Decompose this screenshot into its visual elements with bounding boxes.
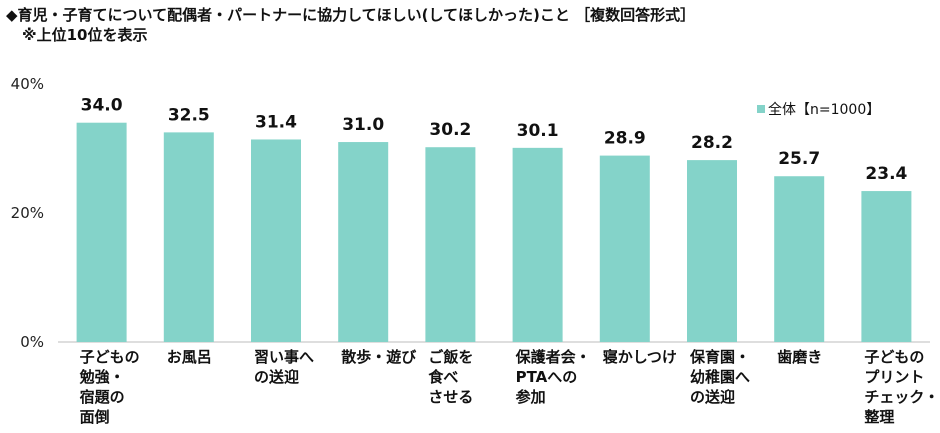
y-tick-label: 0% — [20, 333, 44, 351]
data-label: 32.5 — [168, 105, 210, 125]
bar — [861, 191, 912, 342]
bar — [76, 122, 127, 342]
data-label: 23.4 — [865, 164, 907, 184]
data-label: 25.7 — [778, 149, 820, 169]
bar — [774, 176, 825, 342]
category-label: ご飯を食べさせる — [428, 348, 473, 406]
bar — [599, 155, 650, 342]
bar — [251, 139, 301, 342]
chart-title: ◆育児・子育てについて配偶者・パートナーに協力してほしい(してほしかった)こと … — [6, 6, 696, 24]
bar — [687, 160, 737, 342]
data-label: 34.0 — [81, 96, 123, 116]
category-label: 子どものプリントチェック・整理 — [864, 348, 939, 426]
data-label: 30.2 — [429, 120, 471, 140]
data-label: 31.0 — [342, 115, 384, 135]
bar — [338, 142, 389, 342]
bar — [163, 132, 214, 342]
data-label: 28.2 — [691, 133, 733, 153]
data-label: 30.1 — [517, 121, 559, 141]
data-label: 31.4 — [255, 112, 297, 132]
bar — [425, 147, 476, 342]
category-label: 歯磨き — [777, 348, 822, 366]
category-label: お風呂 — [167, 348, 212, 366]
category-label: 散歩・遊び — [341, 348, 416, 366]
y-tick-label: 20% — [11, 204, 44, 222]
y-tick-label: 40% — [11, 75, 44, 93]
category-label: 子どもの勉強・宿題の面倒 — [79, 348, 140, 426]
legend-swatch — [757, 105, 765, 113]
chart-subtitle: ※上位10位を表示 — [22, 26, 148, 44]
category-label: 保育園・幼稚園への送迎 — [689, 348, 750, 406]
bar — [512, 147, 563, 342]
category-label: 保護者会・ PTAへの参加 — [515, 348, 591, 406]
category-label: 習い事への送迎 — [254, 348, 314, 386]
legend-label: 全体【n=1000】 — [768, 101, 880, 118]
data-label: 28.9 — [604, 129, 646, 149]
category-label: 寝かしつけ — [603, 348, 677, 366]
